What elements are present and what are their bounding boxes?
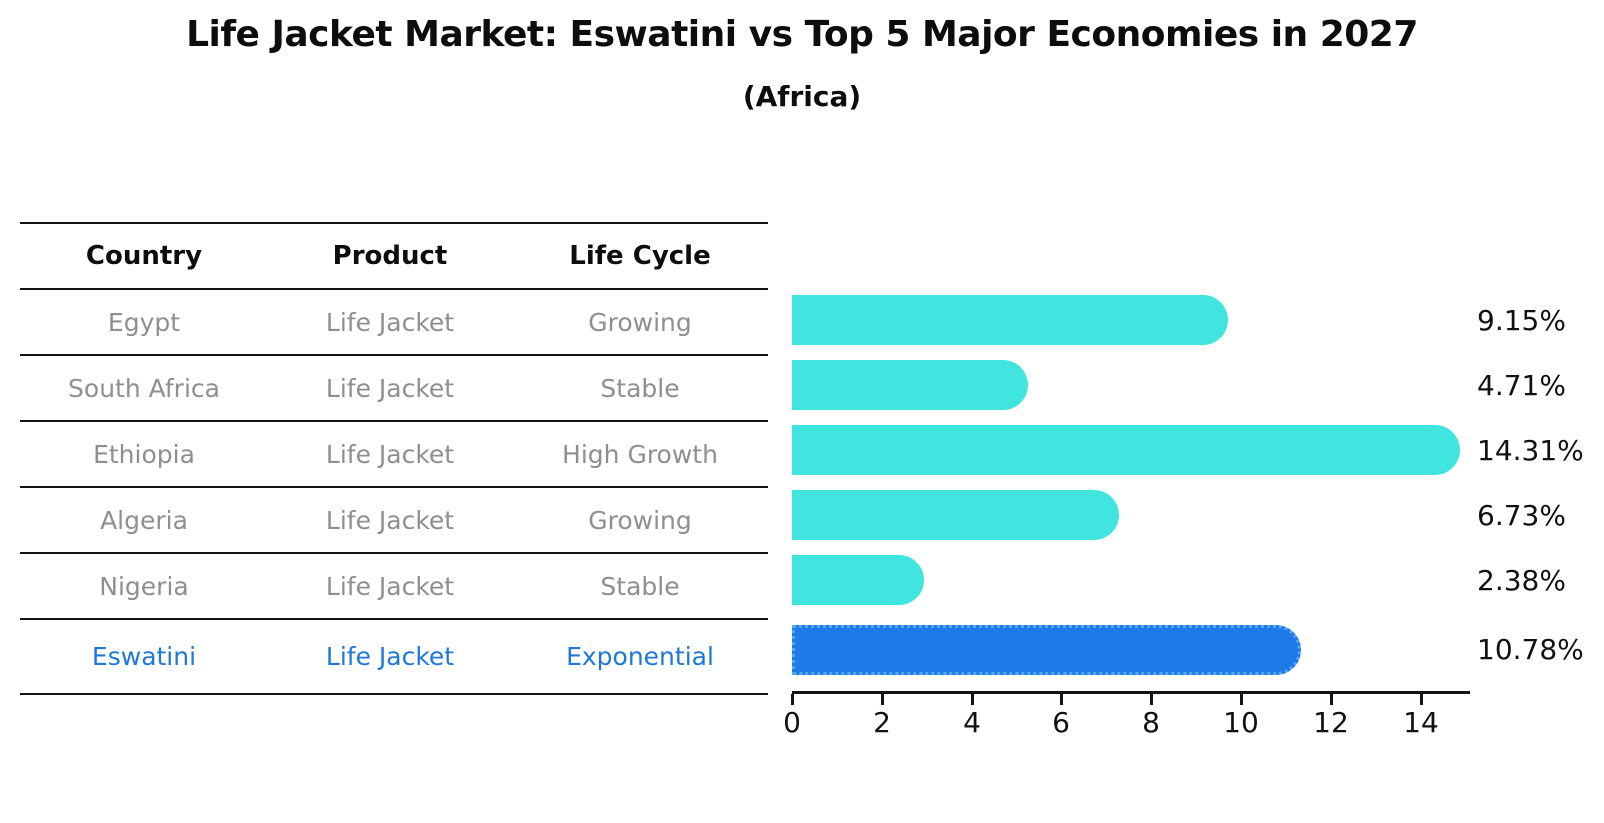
- cell-product: Life Jacket: [325, 642, 455, 671]
- x-axis-line: [792, 691, 1470, 694]
- bar-south-africa: [792, 360, 1028, 410]
- column-header-life-cycle: Life Cycle: [569, 241, 711, 271]
- cell-product: Life Jacket: [325, 307, 455, 337]
- x-axis-tick: [1150, 694, 1153, 705]
- cell-product: Life Jacket: [325, 571, 455, 601]
- cell-life-cycle: Stable: [600, 571, 680, 601]
- bar-value-label: 10.78%: [1477, 633, 1584, 666]
- x-axis-tick: [1420, 694, 1423, 705]
- x-axis-tick-label: 4: [963, 706, 981, 739]
- bar-value-label: 9.15%: [1477, 303, 1566, 337]
- x-axis-tick-label: 14: [1403, 706, 1439, 739]
- table-row: Eswatini Life Jacket Exponential: [20, 620, 768, 695]
- bar-value-label: 14.31%: [1477, 433, 1584, 467]
- cell-country: Egypt: [107, 307, 181, 337]
- cell-product: Life Jacket: [325, 373, 455, 403]
- bar-value-label: 6.73%: [1477, 498, 1566, 532]
- x-axis-tick-label: 10: [1223, 706, 1259, 739]
- cell-country: Nigeria: [99, 571, 189, 601]
- bar-egypt: [792, 295, 1228, 345]
- cell-country: South Africa: [68, 373, 220, 403]
- bar-eswatini: [792, 624, 1301, 675]
- bar-nigeria: [792, 555, 924, 605]
- x-axis-tick: [1330, 694, 1333, 705]
- x-axis-tick: [971, 694, 974, 705]
- column-header-country: Country: [85, 241, 203, 271]
- x-axis-tick: [881, 694, 884, 705]
- cell-life-cycle: Growing: [588, 307, 692, 337]
- table-header-row: Country Product Life Cycle: [20, 224, 768, 290]
- cell-life-cycle: Growing: [588, 505, 692, 535]
- x-axis-tick-label: 12: [1313, 706, 1349, 739]
- table-row: South Africa Life Jacket Stable: [20, 356, 768, 422]
- chart-subtitle: (Africa): [742, 80, 862, 113]
- x-axis-tick-label: 6: [1052, 706, 1070, 739]
- cell-life-cycle: High Growth: [562, 439, 718, 469]
- table-row: Egypt Life Jacket Growing: [20, 290, 768, 356]
- cell-product: Life Jacket: [325, 505, 455, 535]
- cell-life-cycle: Stable: [600, 373, 680, 403]
- cell-country: Eswatini: [91, 642, 197, 671]
- x-axis-tick-label: 0: [783, 706, 801, 739]
- cell-life-cycle: Exponential: [566, 642, 714, 671]
- x-axis-tick: [1060, 694, 1063, 705]
- bar-value-label: 4.71%: [1477, 368, 1566, 402]
- x-axis-tick-label: 8: [1142, 706, 1160, 739]
- column-header-product: Product: [332, 241, 448, 271]
- cell-country: Algeria: [100, 505, 188, 535]
- cell-country: Ethiopia: [93, 439, 195, 469]
- x-axis-tick: [1240, 694, 1243, 705]
- bar-ethiopia: [792, 425, 1460, 475]
- table-row: Ethiopia Life Jacket High Growth: [20, 422, 768, 488]
- bar-value-label: 2.38%: [1477, 563, 1566, 597]
- bar-algeria: [792, 490, 1119, 540]
- cell-product: Life Jacket: [325, 439, 455, 469]
- x-axis-tick: [791, 694, 794, 705]
- country-table: Country Product Life Cycle Egypt Life Ja…: [20, 222, 768, 695]
- table-row: Nigeria Life Jacket Stable: [20, 554, 768, 620]
- table-row: Algeria Life Jacket Growing: [20, 488, 768, 554]
- chart-title: Life Jacket Market: Eswatini vs Top 5 Ma…: [186, 14, 1418, 55]
- x-axis-tick-label: 2: [873, 706, 891, 739]
